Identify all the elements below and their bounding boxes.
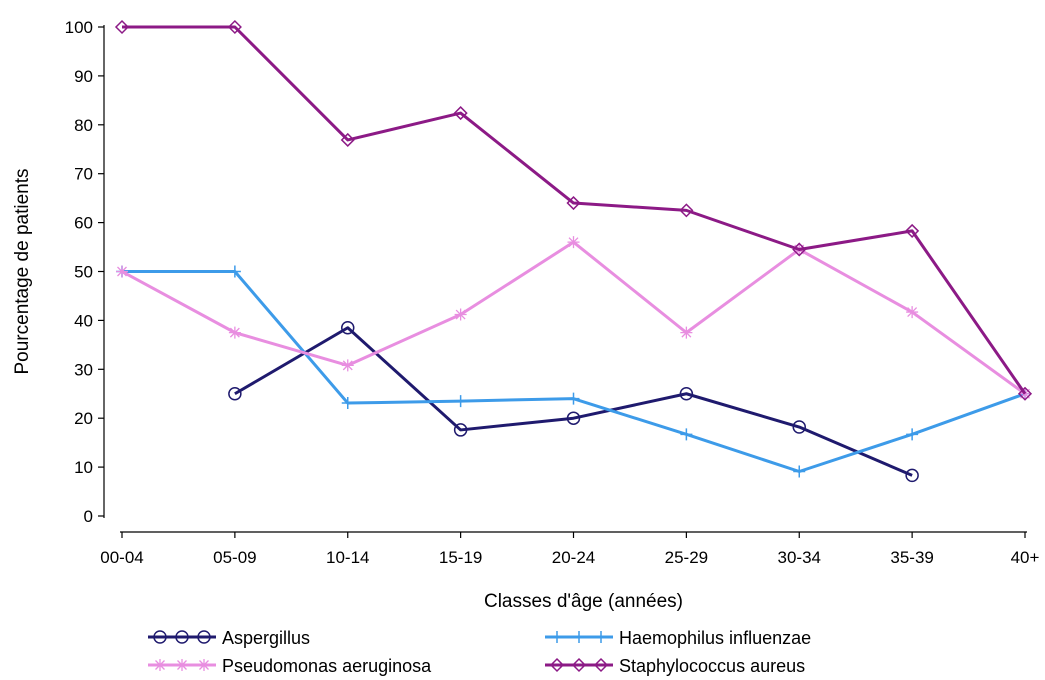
y-tick-label: 90: [74, 67, 93, 86]
legend-label: Staphylococcus aureus: [619, 656, 805, 676]
data-point: [114, 19, 130, 35]
y-tick-label: 60: [74, 214, 93, 233]
legend-item: Aspergillus: [148, 628, 310, 648]
data-point: [175, 630, 189, 644]
data-point: [792, 242, 807, 257]
y-tick-label: 20: [74, 409, 93, 428]
axes: 0 10 20 30 40 50 60 70 80 90 100 00-04 05-09 10-14 15-…: [65, 18, 1040, 567]
series-line: [234, 326, 913, 477]
data-point: [567, 392, 580, 405]
legend-label: Aspergillus: [222, 628, 310, 648]
legend-label: Haemophilus influenzae: [619, 628, 811, 648]
data-point: [228, 387, 242, 401]
x-tick-label: 05-09: [213, 548, 256, 567]
data-point: [679, 387, 694, 401]
data-point: [228, 265, 241, 278]
y-tick-label: 40: [74, 311, 93, 330]
data-point: [680, 428, 693, 441]
x-tick-label: 15-19: [439, 548, 482, 567]
y-axis-title: Pourcentage de patients: [12, 169, 33, 375]
y-tick-label: 0: [84, 507, 93, 526]
x-tick-label: 30-34: [778, 548, 821, 567]
data-point: [228, 326, 241, 339]
data-point: [197, 630, 211, 644]
data-point: [1017, 386, 1033, 401]
data-point: [549, 657, 565, 673]
data-point: [906, 306, 919, 319]
series-staphylococcus-aureus: [114, 19, 1033, 401]
series-line: [122, 270, 1026, 474]
data-point: [905, 468, 919, 483]
y-tick-label: 50: [74, 263, 93, 282]
data-point: [154, 659, 166, 671]
legend-item: Pseudomonas aeruginosa: [148, 656, 432, 676]
data-point: [454, 395, 467, 408]
x-tick-label: 00-04: [100, 548, 143, 567]
x-tick-label: 35-39: [890, 548, 933, 567]
data-point: [454, 308, 467, 321]
data-point: [792, 420, 806, 434]
data-point: [595, 631, 607, 643]
y-tick-label: 30: [74, 360, 93, 379]
data-point: [341, 397, 354, 410]
series-aspergillus: [228, 320, 919, 483]
data-point: [567, 236, 580, 249]
legend-item: Staphylococcus aureus: [545, 656, 805, 676]
x-tick-label: 20-24: [552, 548, 595, 567]
data-point: [566, 195, 581, 211]
data-point: [906, 428, 919, 441]
data-point: [453, 106, 468, 121]
series-group: [114, 19, 1033, 483]
data-point: [566, 411, 581, 425]
data-point: [341, 359, 354, 372]
y-tick-label: 10: [74, 458, 93, 477]
data-point: [176, 659, 188, 671]
x-tick-label: 10-14: [326, 548, 369, 567]
data-point: [453, 423, 468, 437]
data-point: [551, 631, 563, 643]
data-point: [573, 631, 585, 643]
series-pseudomonas-aeruginosa: [116, 236, 1031, 400]
series-line: [121, 240, 1026, 395]
data-point: [680, 326, 693, 339]
x-tick-label: 25-29: [665, 548, 708, 567]
y-tick-label: 100: [65, 18, 93, 37]
data-point: [340, 132, 355, 148]
data-point: [793, 465, 806, 478]
y-tick-label: 80: [74, 116, 93, 135]
data-point: [227, 19, 242, 35]
x-tick-label: 40+: [1011, 548, 1040, 567]
x-axis-title: Classes d'âge (années): [484, 591, 683, 612]
data-point: [341, 320, 355, 335]
legend: Aspergillus Haemophilus influenzae Pseudom…: [148, 628, 811, 676]
data-point: [153, 630, 167, 644]
data-point: [679, 203, 694, 218]
series-line: [122, 25, 1027, 395]
series-haemophilus-influenzae: [116, 265, 1031, 478]
data-point: [571, 657, 587, 673]
data-point: [116, 265, 128, 278]
legend-label: Pseudomonas aeruginosa: [222, 656, 432, 676]
y-tick-label: 70: [74, 165, 93, 184]
data-point: [905, 223, 920, 238]
data-point: [198, 659, 210, 671]
legend-item: Haemophilus influenzae: [545, 628, 811, 648]
data-point: [593, 657, 609, 673]
